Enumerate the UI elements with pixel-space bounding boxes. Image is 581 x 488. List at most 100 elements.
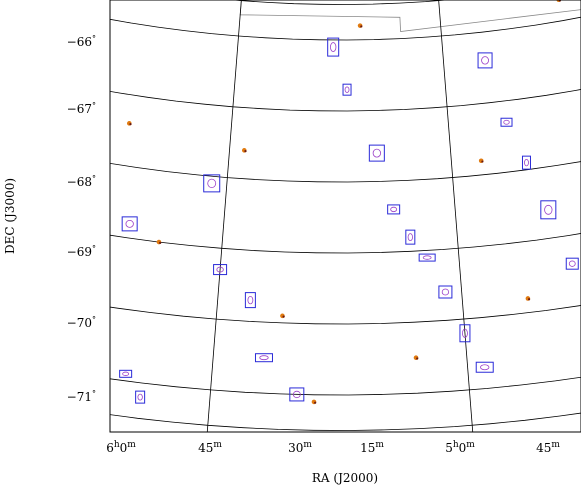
contour-box — [121, 216, 138, 232]
contour-box — [387, 204, 401, 215]
contour-level — [372, 148, 381, 158]
contour-box — [119, 369, 133, 378]
contour-level — [344, 86, 350, 93]
contour-level — [462, 328, 468, 338]
contour-level — [544, 204, 553, 215]
x-tick-label: 5h0m — [445, 440, 475, 455]
x-tick-m-unit: m — [127, 440, 136, 450]
contour-box — [82, 292, 90, 301]
y-tick-labels: −66° −67° −68° −69° −70° −71° — [67, 34, 96, 404]
contour-source — [53, 348, 64, 364]
contour-level — [125, 219, 134, 228]
x-tick-minutes: 0 — [459, 441, 467, 455]
contour-source — [213, 264, 228, 276]
ra-gridline — [438, 0, 474, 432]
x-tick-minutes: 45 — [536, 441, 551, 455]
contour-level — [481, 56, 489, 65]
contour-level — [568, 260, 576, 267]
x-tick-label: 45m — [198, 440, 222, 455]
contour-source — [121, 216, 138, 232]
contour-level — [137, 393, 143, 401]
y-tick-label: −70° — [67, 315, 96, 330]
ra-gridline — [206, 0, 242, 432]
emission-dot-core — [244, 150, 247, 153]
dec-gridline — [229, 0, 451, 5]
contour-level — [441, 288, 450, 296]
emission-dot-core — [527, 298, 531, 301]
x-tick-minutes: 45 — [198, 441, 213, 455]
contour-box — [342, 83, 352, 96]
contour-box — [459, 324, 471, 343]
contour-source — [27, 206, 44, 224]
contour-box — [565, 257, 579, 270]
contour-box — [244, 292, 256, 309]
contour-source — [254, 353, 273, 363]
contour-box — [53, 348, 64, 364]
emission-dot-core — [314, 401, 317, 404]
x-tick-m-unit: m — [551, 440, 560, 450]
dec-gridline — [110, 161, 581, 183]
x-tick-label: 15m — [360, 440, 384, 455]
contour-level — [247, 295, 254, 305]
contour-level — [122, 371, 130, 376]
x-tick-h-unit: h — [453, 440, 459, 450]
contour-level — [330, 42, 337, 52]
contour-box — [203, 174, 221, 193]
y-tick-degree: ° — [92, 315, 96, 324]
contour-box — [500, 117, 513, 127]
y-tick-label: −69° — [67, 244, 96, 259]
dec-gridline — [110, 16, 581, 41]
y-tick-degree: ° — [92, 174, 96, 183]
contour-source — [500, 117, 513, 127]
contour-source — [540, 200, 557, 220]
y-tick-label: −67° — [67, 101, 96, 116]
x-axis-title: RA (J2000) — [312, 471, 378, 485]
emission-dot-core — [481, 160, 484, 163]
y-tick-label: −71° — [67, 389, 96, 404]
contour-box — [27, 206, 44, 224]
emission-dot-core — [159, 241, 162, 244]
contour-box — [327, 37, 340, 57]
emission-dot-core — [416, 357, 419, 360]
emission-dot-core — [360, 25, 363, 28]
y-tick-label: −66° — [67, 34, 96, 49]
emission-dot-core — [129, 123, 132, 126]
emission-dot-core — [282, 315, 285, 318]
x-tick-hours: 6 — [106, 441, 114, 455]
plot-frame — [109, 0, 581, 433]
x-tick-label: 6h0m — [106, 440, 136, 455]
y-tick-degree: ° — [92, 244, 96, 253]
contour-level — [292, 390, 301, 399]
contour-box — [213, 264, 228, 276]
contour-source — [565, 257, 579, 270]
contour-level — [503, 119, 510, 125]
emission-dot — [53, 195, 58, 200]
x-tick-m-unit: m — [303, 440, 312, 450]
dec-gridline — [110, 376, 581, 396]
contour-box — [368, 144, 385, 162]
contour-source — [438, 285, 453, 299]
y-tick-degree: ° — [92, 389, 96, 398]
contour-level — [56, 352, 62, 360]
y-tick-label: −68° — [67, 174, 96, 189]
contour-level — [32, 210, 41, 219]
contour-source — [405, 229, 416, 245]
contour-box — [289, 387, 305, 402]
contour-source — [459, 324, 471, 343]
contour-level — [390, 206, 398, 213]
contour-box — [438, 285, 453, 299]
contour-source — [475, 361, 494, 373]
contour-source — [342, 83, 352, 96]
contour-level — [524, 158, 529, 167]
contour-source — [418, 253, 436, 262]
x-tick-h-unit: h — [114, 440, 120, 450]
contour-source — [387, 204, 401, 215]
contour-box — [477, 52, 493, 69]
emission-dot-core — [55, 197, 57, 199]
x-tick-m-unit: m — [213, 440, 222, 450]
y-tick-degree: ° — [92, 101, 96, 110]
contour-level — [422, 255, 432, 260]
contour-source — [203, 174, 221, 193]
